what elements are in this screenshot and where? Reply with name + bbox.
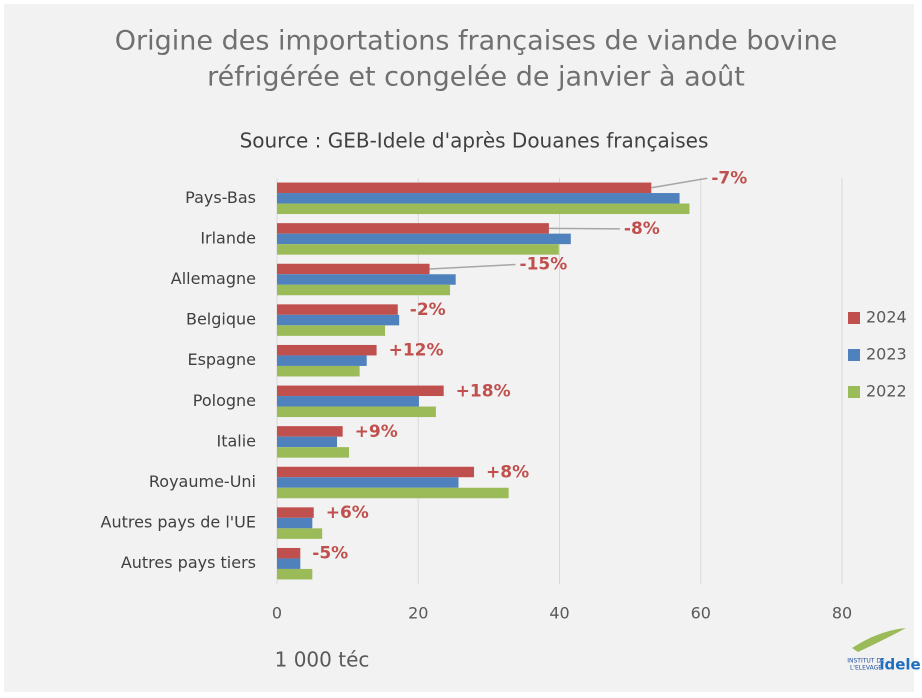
bar [277, 193, 680, 204]
annotation: -15% [520, 255, 568, 275]
y-tick-label: Espagne [187, 350, 256, 369]
bar [277, 203, 690, 215]
legend-swatch [848, 349, 860, 361]
y-tick-label: Irlande [200, 228, 256, 247]
bar [277, 477, 459, 488]
bar [277, 325, 386, 336]
bar [277, 487, 509, 499]
x-tick-label: 40 [549, 604, 569, 623]
legend-swatch [848, 312, 860, 324]
annotation: +9% [355, 422, 398, 442]
x-tick-label: 0 [272, 604, 282, 623]
bar [277, 314, 400, 326]
x-tick-label: 20 [408, 604, 428, 623]
leader-line [548, 227, 620, 230]
annotation: -2% [410, 300, 446, 320]
logo-text: L'ELEVAGE [850, 665, 882, 672]
bar [277, 426, 343, 437]
annotation: +6% [326, 503, 369, 523]
bar [277, 355, 367, 366]
bar [277, 507, 314, 518]
subtitle: Source : GEB-Idele d'après Douanes franç… [240, 129, 709, 153]
annotation: +8% [486, 463, 529, 483]
annotation: -7% [711, 168, 747, 188]
bar [277, 517, 313, 529]
bar [277, 385, 444, 397]
annotation: +12% [389, 341, 444, 361]
leader-line [429, 263, 516, 270]
x-axis-label: 1 000 téc [275, 648, 370, 672]
legend-label: 2024 [866, 308, 907, 327]
x-tick-label: 60 [691, 604, 711, 623]
bar [277, 528, 323, 539]
y-tick-label: Italie [216, 431, 256, 450]
legend-label: 2022 [866, 382, 907, 401]
chart-title: Origine des importations françaises de v… [115, 26, 837, 57]
y-tick-label: Allemagne [171, 269, 256, 288]
bar [277, 558, 301, 569]
bar [277, 223, 549, 234]
y-tick-label: Autres pays de l'UE [101, 513, 256, 532]
bar [277, 263, 430, 275]
logo-text: INSTITUT DE [847, 658, 885, 665]
y-tick-label: Royaume-Uni [149, 472, 256, 491]
y-tick-label: Pays-Bas [185, 188, 256, 207]
bar [277, 568, 313, 580]
background [4, 4, 914, 692]
bar [277, 547, 301, 559]
y-tick-label: Pologne [193, 391, 256, 410]
bar [277, 233, 571, 245]
logo: INSTITUT DE L'ELEVAGE idele [847, 628, 921, 674]
bar [277, 447, 350, 458]
bar [277, 466, 475, 478]
bar [277, 396, 419, 407]
annotation: -5% [312, 544, 348, 564]
bar [277, 244, 559, 255]
bar [277, 365, 360, 377]
annotation: +18% [456, 381, 511, 401]
bar [277, 284, 451, 296]
y-tick-label: Belgique [186, 310, 256, 329]
chart-title: réfrigérée et congelée de janvier à août [207, 62, 745, 93]
y-tick-label: Autres pays tiers [121, 553, 256, 572]
bar [277, 274, 456, 285]
logo-text: idele [879, 656, 920, 674]
logo-swoosh [852, 628, 906, 652]
bar [277, 182, 652, 194]
x-tick-label: 80 [832, 604, 852, 623]
legend-label: 2023 [866, 345, 907, 364]
bar [277, 406, 436, 418]
bar [277, 344, 377, 356]
annotation: -8% [624, 219, 660, 239]
legend-swatch [848, 386, 860, 398]
bar [277, 304, 398, 315]
bar [277, 436, 338, 448]
leader-line [651, 177, 708, 189]
